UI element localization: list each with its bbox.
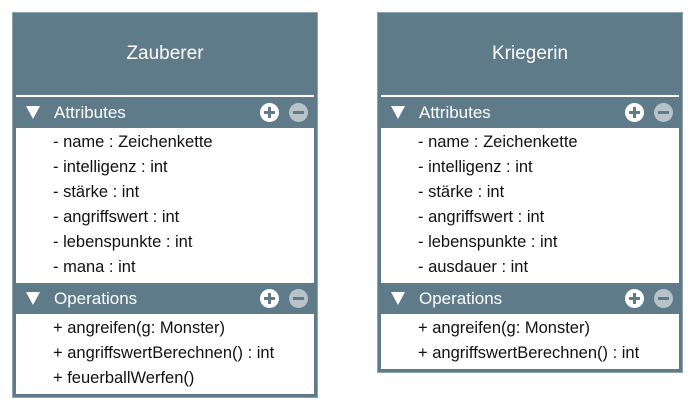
class-name[interactable]: Kriegerin [491, 43, 569, 64]
attribute-item[interactable]: - ausdauer : int [418, 258, 529, 276]
operations-label: Operations [419, 288, 503, 308]
triangle-down-icon[interactable] [26, 292, 40, 305]
uml-class-zauberer: Zauberer Attributes - name : Zeichenkette -… [12, 12, 318, 398]
attribute-item[interactable]: - stärke : int [418, 183, 505, 201]
attributes-section-header[interactable]: Attributes [13, 97, 317, 128]
attribute-item[interactable]: - name : Zeichenkette [53, 133, 213, 151]
attribute-item[interactable]: - lebenspunkte : int [418, 233, 558, 251]
divider [16, 95, 314, 97]
operation-item[interactable]: + feuerballWerfen() [53, 369, 195, 387]
attributes-list: - name : Zeichenkette - intelligenz : int… [16, 128, 314, 283]
plus-circle-icon[interactable] [625, 289, 644, 308]
operations-section-header[interactable]: Operations [378, 283, 682, 314]
operations-section-header[interactable]: Operations [13, 283, 317, 314]
triangle-down-icon[interactable] [391, 106, 405, 119]
operations-label: Operations [54, 288, 138, 308]
minus-circle-icon[interactable] [654, 103, 673, 122]
operation-item[interactable]: + angreifen(g: Monster) [53, 319, 225, 337]
attributes-list: - name : Zeichenkette - intelligenz : int… [381, 128, 679, 283]
plus-circle-icon[interactable] [260, 289, 279, 308]
class-name[interactable]: Zauberer [126, 43, 204, 64]
attributes-label: Attributes [419, 102, 491, 122]
attribute-item[interactable]: - name : Zeichenkette [418, 133, 578, 151]
operation-item[interactable]: + angreifen(g: Monster) [418, 319, 590, 337]
attribute-item[interactable]: - angriffswert : int [418, 208, 545, 226]
attribute-item[interactable]: - intelligenz : int [418, 158, 533, 176]
plus-circle-icon[interactable] [260, 103, 279, 122]
attribute-item[interactable]: - angriffswert : int [53, 208, 180, 226]
attribute-item[interactable]: - stärke : int [53, 183, 140, 201]
operation-item[interactable]: + angriffswertBerechnen() : int [418, 344, 640, 362]
triangle-down-icon[interactable] [26, 106, 40, 119]
minus-circle-icon[interactable] [654, 289, 673, 308]
attribute-item[interactable]: - lebenspunkte : int [53, 233, 193, 251]
operations-list: + angreifen(g: Monster) + angriffswertBer… [381, 314, 679, 369]
attribute-item[interactable]: - intelligenz : int [53, 158, 168, 176]
operations-list: + angreifen(g: Monster) + angriffswertBer… [16, 314, 314, 394]
divider [381, 95, 679, 97]
operation-item[interactable]: + angriffswertBerechnen() : int [53, 344, 275, 362]
uml-class-kriegerin: Kriegerin Attributes - name : Zeichenkette… [377, 12, 683, 373]
minus-circle-icon[interactable] [289, 103, 308, 122]
attribute-item[interactable]: - mana : int [53, 258, 136, 276]
minus-circle-icon[interactable] [289, 289, 308, 308]
plus-circle-icon[interactable] [625, 103, 644, 122]
attributes-label: Attributes [54, 102, 126, 122]
triangle-down-icon[interactable] [391, 292, 405, 305]
attributes-section-header[interactable]: Attributes [378, 97, 682, 128]
